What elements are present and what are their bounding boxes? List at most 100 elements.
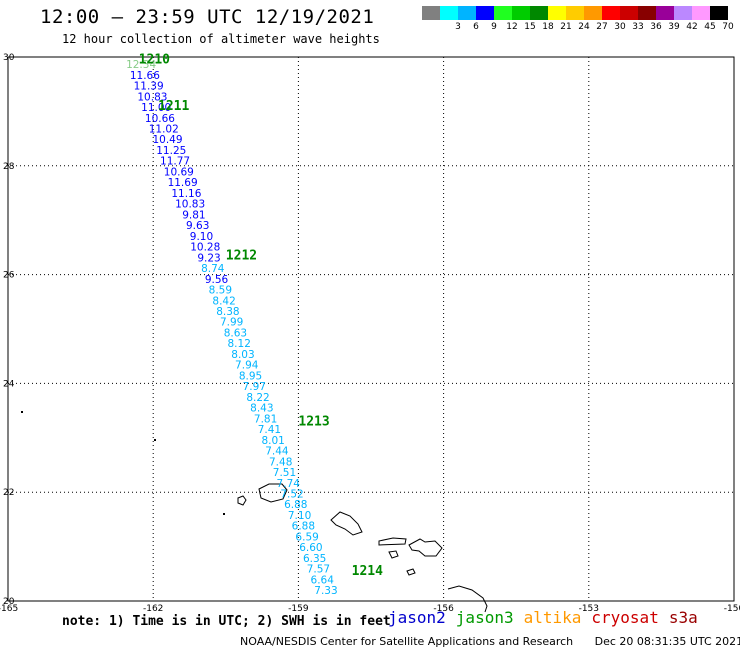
small-islands — [21, 411, 225, 515]
islet-kaula — [223, 513, 225, 515]
swh-value-label: 10.69 — [164, 166, 194, 178]
swh-value-label: 7.33 — [314, 585, 337, 597]
island-oahu — [330, 511, 363, 536]
swh-value-label: 6.35 — [303, 553, 326, 565]
swh-value-label: 8.22 — [246, 392, 269, 404]
swh-value-label: 6.59 — [295, 531, 318, 543]
colorbar-swatch — [476, 6, 494, 20]
colorbar-label: 33 — [632, 22, 644, 32]
swh-value-label: 10.28 — [190, 242, 220, 254]
swh-value-label: 6.64 — [311, 574, 335, 586]
pass-number-label: 1210 — [139, 53, 170, 68]
swh-value-label: 8.59 — [209, 285, 232, 297]
swh-value-label: 11.00 — [141, 102, 171, 114]
swh-value-label: 8.03 — [231, 349, 254, 361]
colorbar-label: 70 — [722, 22, 734, 32]
lat-tick-label: 20 — [3, 597, 15, 607]
swh-labels: 12.3411.6611.3910.8311.0010.6611.0210.49… — [126, 59, 338, 597]
island-kauai — [258, 483, 288, 503]
island-maui — [408, 538, 443, 557]
colorbar-label: 9 — [491, 22, 497, 32]
satellite-legend-item: jason2 — [388, 608, 446, 627]
swh-value-label: 11.02 — [149, 123, 179, 135]
colorbar-swatch — [494, 6, 512, 20]
axis-tick-labels: -165 -162 -159 -156 -153 -150 20 22 24 26 28 30 — [0, 53, 740, 614]
colorbar-label: 12 — [506, 22, 518, 32]
colorbar-swatch — [584, 6, 602, 20]
swh-value-label: 8.63 — [224, 327, 247, 339]
colorbar-label: 42 — [686, 22, 698, 32]
footer-credit: NOAA/NESDIS Center for Satellite Applica… — [240, 635, 574, 648]
colorbar-swatch — [674, 6, 692, 20]
swh-value-label: 10.49 — [152, 134, 182, 146]
swh-value-label: 7.94 — [235, 360, 259, 372]
colorbar-label: 3 — [455, 22, 461, 32]
colorbar-swatch — [656, 6, 674, 20]
swh-value-label: 11.66 — [130, 70, 160, 82]
colorbar-label: 21 — [560, 22, 572, 32]
pass-number-label: 1211 — [158, 99, 189, 114]
swh-value-label: 9.10 — [190, 231, 213, 243]
swh-value-label: 7.41 — [258, 424, 281, 436]
lat-tick-label: 26 — [3, 271, 15, 281]
satellite-legend-item: jason3 — [455, 608, 514, 627]
swh-value-label: 11.77 — [160, 156, 190, 168]
colorbar-swatch — [512, 6, 530, 20]
satellite-legend: jason2 jason3 altika cryosat s3a — [388, 608, 708, 627]
map-gridlines — [8, 57, 734, 601]
lat-tick-label: 28 — [3, 162, 15, 172]
swh-value-label: 8.43 — [250, 403, 273, 415]
lat-tick-label: 24 — [3, 379, 15, 389]
swh-value-label: 9.56 — [205, 274, 229, 286]
swh-value-label: 9.81 — [182, 209, 205, 221]
swh-value-label: 7.52 — [280, 488, 303, 500]
colorbar-swatch — [458, 6, 476, 20]
swh-value-label: 7.44 — [265, 446, 289, 458]
colorbar — [422, 6, 728, 20]
note-text: note: 1) Time is in UTC; 2) SWH is in fe… — [62, 614, 391, 629]
swh-value-label: 6.88 — [284, 499, 307, 511]
swh-value-label: 10.83 — [137, 91, 167, 103]
page-subtitle: 12 hour collection of altimeter wave hei… — [62, 32, 380, 46]
lat-tick-label: 22 — [3, 488, 14, 498]
swh-value-label: 6.60 — [299, 542, 322, 554]
swh-value-label: 11.69 — [168, 177, 198, 189]
swh-value-label: 8.74 — [201, 263, 225, 275]
swh-value-label: 9.23 — [197, 252, 220, 264]
swh-value-label: 8.12 — [228, 338, 251, 350]
colorbar-swatch — [620, 6, 638, 20]
colorbar-swatch — [710, 6, 728, 20]
satellite-legend-item: altika — [523, 608, 582, 627]
swh-value-label: 7.51 — [273, 467, 296, 479]
footer: NOAA/NESDIS Center for Satellite Applica… — [240, 635, 740, 648]
colorbar-label: 30 — [614, 22, 626, 32]
colorbar-swatch — [548, 6, 566, 20]
colorbar-swatch — [530, 6, 548, 20]
island-lanai — [388, 550, 399, 559]
lon-tick-label: -159 — [288, 604, 309, 614]
colorbar-label: 15 — [524, 22, 536, 32]
page-title: 12:00 – 23:59 UTC 12/19/2021 — [40, 6, 375, 28]
satellite-legend-item: s3a — [668, 608, 698, 627]
swh-value-label: 7.97 — [243, 381, 266, 393]
pass-number-label: 1212 — [226, 249, 257, 264]
swh-value-label: 9.63 — [186, 220, 209, 232]
swh-value-label: 10.66 — [145, 113, 175, 125]
swh-value-label: 7.57 — [307, 564, 330, 576]
swh-value-label: 7.99 — [220, 317, 243, 329]
lat-tick-label: 30 — [3, 53, 15, 63]
swh-value-label: 8.01 — [261, 435, 284, 447]
satellite-legend-item: cryosat — [591, 608, 659, 627]
swh-value-label: 7.10 — [288, 510, 311, 522]
swh-value-label: 6.88 — [292, 521, 315, 533]
colorbar-swatch — [638, 6, 656, 20]
lon-tick-label: -153 — [579, 604, 599, 614]
colorbar-label: 24 — [578, 22, 590, 32]
colorbar-label: 36 — [650, 22, 662, 32]
islet-nihoa-region — [21, 411, 23, 413]
lon-tick-label: -156 — [433, 604, 454, 614]
swh-value-label: 8.42 — [212, 295, 235, 307]
map-frame — [7, 56, 735, 602]
lon-tick-label: -162 — [143, 604, 163, 614]
